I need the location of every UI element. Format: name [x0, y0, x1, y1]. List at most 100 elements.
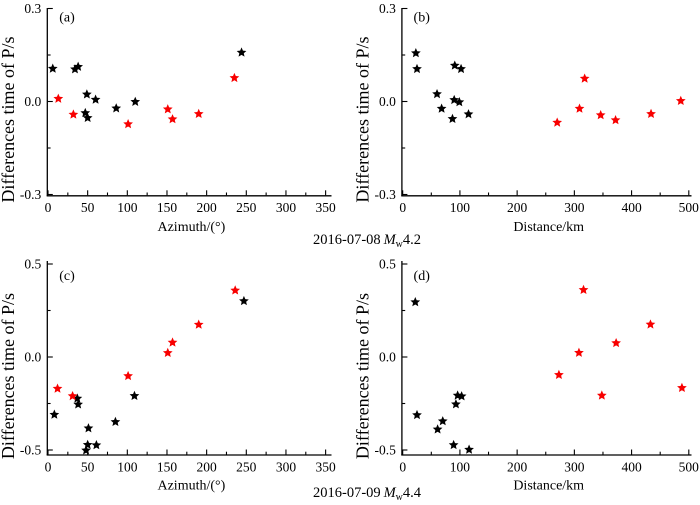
data-point-star: [193, 319, 204, 329]
y-tick-label: -0.5: [20, 443, 42, 458]
data-point-star: [123, 370, 133, 381]
data-point-star: [412, 409, 422, 420]
data-point-star: [47, 63, 58, 73]
data-point-star: [236, 47, 247, 57]
x-tick-label: 50: [81, 200, 95, 215]
data-point-star: [49, 409, 60, 419]
panel-letter: (b): [414, 11, 431, 26]
data-point-star: [411, 48, 421, 58]
data-point-star: [554, 369, 564, 379]
x-tick-label: 100: [450, 459, 471, 474]
x-tick-label: 0: [399, 459, 406, 474]
data-point-star: [91, 440, 102, 450]
y-tick-label: 0.0: [379, 350, 396, 365]
x-tick-label: 300: [276, 459, 297, 474]
x-tick-label: 250: [236, 200, 257, 215]
y-tick-label: 0.5: [24, 257, 41, 272]
x-axis-title: Azimuth/(°): [157, 479, 225, 494]
data-point-star: [239, 295, 249, 306]
data-point-star: [73, 399, 83, 409]
data-point-star: [82, 439, 93, 449]
data-point-star: [167, 114, 178, 124]
y-axis-title: Differences time of P/s: [353, 36, 373, 202]
series-black: [49, 295, 249, 455]
panel-d: 0 100 200 300 400 500 -0.5 0.0 0.5 Distance/km Dif…: [353, 257, 700, 494]
data-point-star: [90, 94, 101, 104]
data-point-star: [451, 399, 461, 409]
data-point-star: [229, 72, 240, 83]
panel-c: 0 50 100 150 200 250 300 350 -0.5 0.0 0.5 Azimuth/(…: [0, 257, 336, 494]
data-point-star: [456, 391, 467, 401]
data-point-star: [645, 319, 656, 329]
data-point-star: [72, 393, 83, 403]
series-black: [47, 47, 247, 123]
x-tick-label: 200: [197, 459, 218, 474]
data-point-star: [52, 383, 63, 393]
data-point-star: [167, 337, 178, 347]
data-point-star: [574, 347, 584, 357]
y-tick-label: -0.3: [20, 187, 42, 202]
event-2-date: 2016-07-09: [312, 485, 381, 501]
x-tick-label: 400: [621, 459, 642, 474]
x-tick-label: 300: [564, 200, 585, 215]
event-1-date: 2016-07-08: [312, 232, 381, 248]
data-point-star: [463, 109, 474, 119]
series-red: [554, 284, 687, 400]
y-axis-title: Differences time of P/s: [0, 293, 18, 459]
x-tick-label: 50: [81, 459, 95, 474]
data-point-star: [82, 112, 93, 123]
x-tick-label: 350: [315, 200, 336, 215]
data-point-star: [68, 109, 79, 119]
panel-letter: (c): [59, 269, 75, 284]
data-point-star: [123, 119, 133, 129]
data-point-star: [193, 108, 204, 119]
event-2-magnitude-subscript: w: [395, 492, 403, 503]
x-tick-label: 0: [45, 459, 52, 474]
series-red: [52, 285, 241, 401]
data-point-star: [436, 103, 447, 113]
y-tick-label: 0.5: [379, 257, 396, 272]
x-tick-label: 200: [197, 200, 218, 215]
data-point-star: [437, 416, 448, 426]
data-point-star: [456, 63, 466, 74]
series-black: [411, 48, 474, 123]
panel-b: 0 100 200 300 400 500 -0.3 0.0 0.3 Distance/km Dif…: [353, 1, 700, 235]
panel-a: 0 50 100 150 200 250 300 350 -0.3 0.0 0.3 Azimuth/(…: [0, 1, 336, 235]
y-tick-label: 0.0: [24, 94, 41, 109]
data-point-star: [595, 110, 606, 120]
x-tick-label: 0: [45, 200, 52, 215]
event-2-magnitude-value: 4.4: [402, 485, 422, 501]
x-tick-label: 150: [157, 459, 178, 474]
data-point-star: [82, 89, 92, 99]
data-point-star: [67, 390, 78, 401]
caption-event-1: 2016-07-08 Mw4.2: [313, 231, 421, 254]
y-tick-label: 0.3: [379, 1, 396, 16]
data-point-star: [70, 64, 80, 74]
x-tick-label: 100: [450, 200, 471, 215]
data-point-star: [611, 337, 621, 348]
series-black: [410, 297, 474, 454]
panel-letter: (d): [414, 269, 431, 284]
x-tick-label: 250: [236, 459, 257, 474]
x-tick-label: 200: [507, 200, 528, 215]
event-2-magnitude-symbol: M: [383, 485, 396, 501]
x-axis-title: Distance/km: [513, 220, 584, 235]
data-point-star: [83, 423, 94, 433]
y-tick-label: -0.5: [375, 443, 397, 458]
x-tick-label: 500: [679, 459, 700, 474]
x-tick-label: 0: [399, 200, 406, 215]
data-point-star: [610, 115, 621, 125]
data-point-star: [230, 285, 241, 295]
y-axis-title: Differences time of P/s: [353, 293, 373, 459]
x-tick-label: 200: [507, 459, 528, 474]
x-tick-label: 300: [564, 459, 585, 474]
x-tick-label: 100: [117, 200, 138, 215]
data-point-star: [464, 444, 474, 454]
y-tick-label: 0.0: [379, 94, 396, 109]
x-tick-label: 350: [315, 459, 336, 474]
data-point-star: [410, 297, 421, 307]
caption-event-2: 2016-07-09 Mw4.4: [313, 484, 421, 505]
data-point-star: [596, 390, 607, 400]
data-point-star: [432, 424, 443, 434]
